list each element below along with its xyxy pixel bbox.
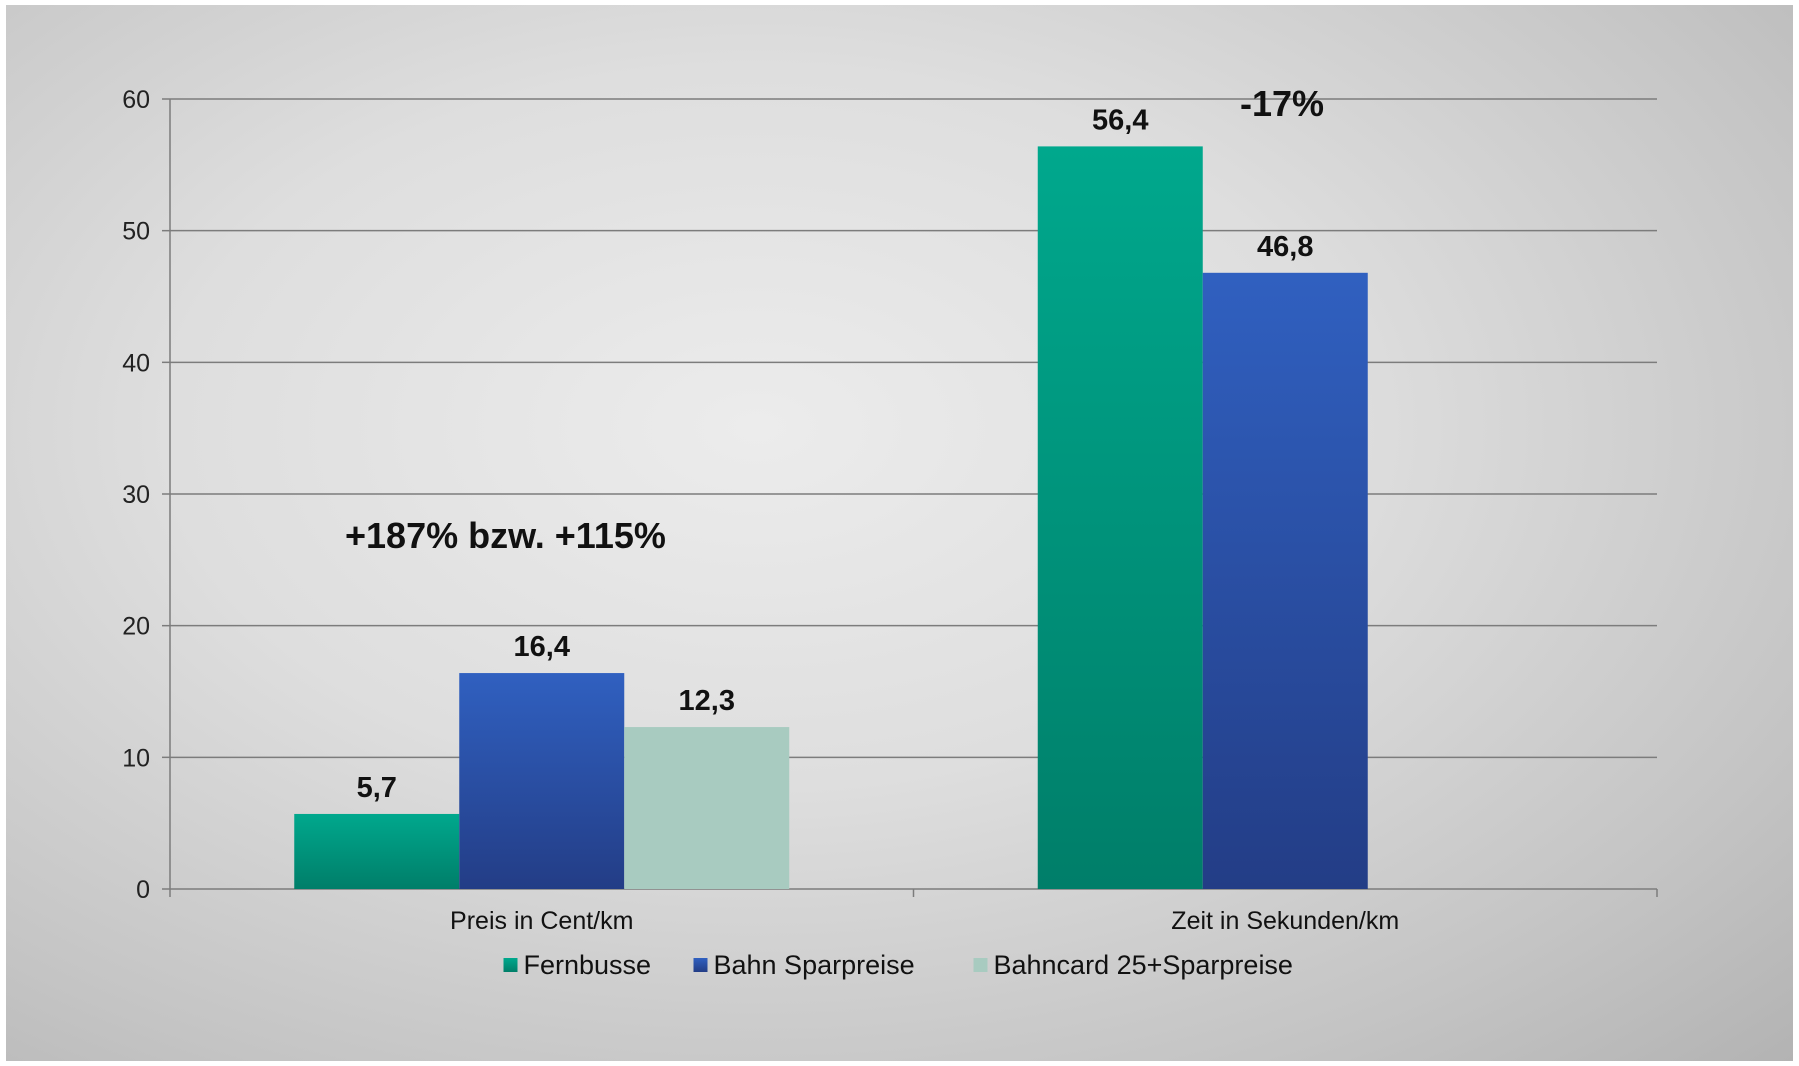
y-tick-label: 60 [122,86,150,114]
y-tick-label: 50 [122,218,150,246]
data-label: 16,4 [514,631,570,663]
y-tick-label: 40 [122,349,150,377]
y-axis-ticks: 0 10 20 30 40 50 60 [122,86,150,904]
category-label: Preis in Cent/km [450,907,633,935]
y-tick-label: 10 [122,744,150,772]
legend-label: Fernbusse [524,950,652,980]
legend-label: Bahncard 25+Sparpreise [994,950,1293,980]
y-tick-label: 30 [122,481,150,509]
data-label: 46,8 [1257,231,1313,263]
legend-swatch [693,958,708,972]
bar-1-1 [1202,272,1368,889]
data-label: 5,7 [357,772,397,804]
legend-label: Bahn Sparpreise [714,950,915,980]
bar-1-0 [459,673,625,889]
bars [294,146,1368,889]
legend: Fernbusse Bahn Sparpreise Bahncard 25+Spar… [503,950,1293,980]
data-label: 12,3 [679,685,735,717]
annotation-time-decrease: -17% [1240,83,1324,124]
y-tick-label: 20 [122,613,150,641]
annotation-price-increase: +187% bzw. +115% [345,515,666,556]
legend-swatch [503,958,518,972]
y-tick-label: 0 [136,876,150,904]
bar-2-0 [624,727,790,889]
bar-0-0 [294,813,460,889]
data-labels: 5,7 16,4 12,3 56,4 46,8 [357,104,1314,804]
data-label: 56,4 [1092,104,1148,136]
category-labels: Preis in Cent/km Zeit in Sekunden/km [450,907,1399,935]
bar-0-1 [1037,146,1203,889]
gridlines [162,98,1657,890]
legend-swatch [973,958,988,972]
category-label: Zeit in Sekunden/km [1171,907,1399,935]
